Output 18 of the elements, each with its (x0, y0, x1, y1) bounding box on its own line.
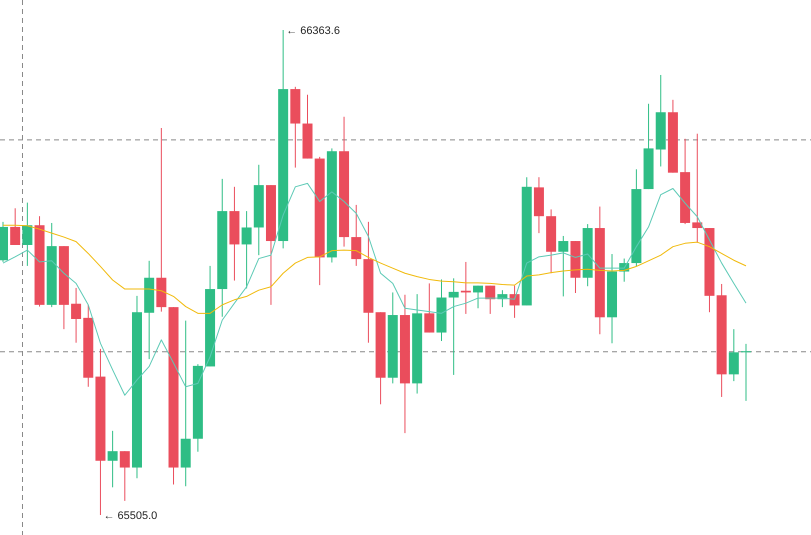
candlestick (242, 210, 252, 289)
candlestick (728, 328, 739, 382)
candlestick (120, 450, 130, 502)
candlestick (108, 430, 118, 488)
candlestick (22, 202, 32, 266)
candlestick (424, 282, 434, 334)
candlestick (351, 204, 362, 266)
candlestick (741, 343, 751, 402)
candlestick (448, 278, 459, 376)
annotation: ← 66363.6 (286, 24, 340, 37)
candlestick (510, 285, 520, 318)
candlestick (473, 285, 484, 309)
candlestick (485, 285, 496, 314)
candlestick (460, 261, 471, 314)
annotation: ← 65505.0 (103, 510, 158, 522)
candlestick (558, 235, 568, 297)
candlestick (71, 287, 82, 344)
candlestick (10, 208, 20, 246)
